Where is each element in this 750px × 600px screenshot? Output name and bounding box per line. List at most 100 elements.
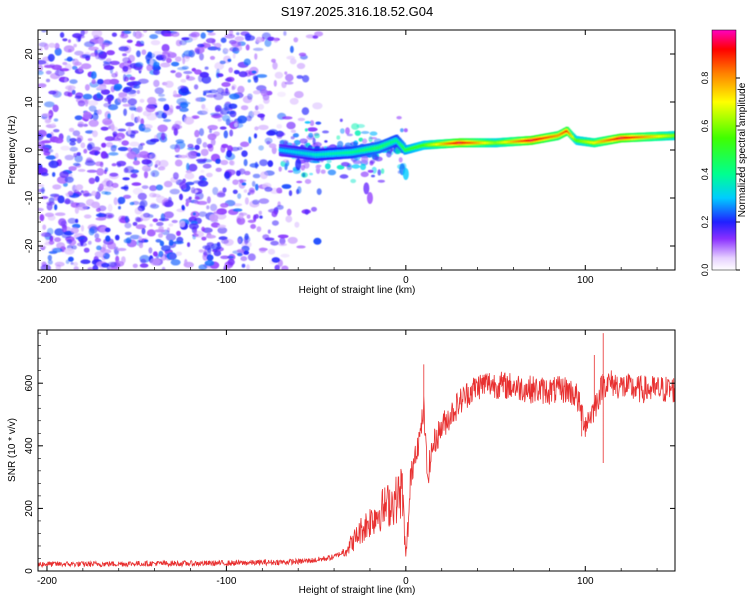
spectrogram-noise-blob bbox=[44, 101, 55, 108]
spectrogram-noise-blob bbox=[80, 190, 84, 194]
spectrogram-x-tick-label: -200 bbox=[37, 275, 57, 286]
spectrogram-noise-blob bbox=[247, 219, 256, 223]
spectrogram-noise-blob bbox=[273, 80, 277, 87]
spectrogram-noise-blob bbox=[196, 158, 207, 162]
spectrogram-noise-blob bbox=[258, 124, 269, 131]
spectrogram-noise-blob bbox=[43, 43, 49, 51]
spectrogram-noise-blob bbox=[150, 138, 160, 143]
spectrogram-band-core bbox=[415, 145, 419, 149]
spectrogram-noise-blob bbox=[41, 30, 47, 33]
spectrogram-noise-blob bbox=[134, 153, 145, 158]
spectrogram-band-core bbox=[349, 151, 352, 154]
spectrogram-noise-blob bbox=[45, 78, 51, 83]
snr-x-tick-label: 100 bbox=[577, 576, 594, 587]
spectrogram-noise-blob bbox=[163, 180, 173, 188]
spectrogram-noise-blob bbox=[109, 60, 120, 66]
spectrogram-noise-blob bbox=[204, 66, 209, 70]
spectrogram-noise-blob bbox=[192, 212, 196, 216]
spectrogram-noise-blob bbox=[175, 251, 182, 256]
spectrogram-noise-blob bbox=[206, 196, 211, 204]
spectrogram-noise-blob bbox=[72, 130, 81, 137]
spectrogram-noise-blob bbox=[228, 103, 238, 109]
spectrogram-band-core bbox=[336, 151, 340, 155]
spectrogram-noise-blob bbox=[233, 70, 240, 75]
spectrogram-band-core bbox=[398, 141, 401, 145]
spectrogram-band-core bbox=[295, 150, 298, 154]
spectrogram-noise-blob bbox=[130, 234, 141, 240]
spectrogram-noise-blob bbox=[268, 143, 277, 149]
spectrogram-noise-blob bbox=[83, 193, 94, 197]
spectrogram-band-core bbox=[501, 141, 504, 144]
spectrogram-noise-blob bbox=[250, 224, 256, 229]
spectrogram-band-core bbox=[648, 135, 651, 138]
spectrogram-noise-blob bbox=[187, 143, 194, 149]
spectrogram-noise-blob bbox=[129, 76, 136, 81]
spectrogram-noise-blob bbox=[101, 142, 107, 148]
spectrogram-noise-blob bbox=[54, 69, 65, 77]
spectrogram-noise-blob bbox=[84, 41, 95, 48]
spectrogram-noise-blob bbox=[194, 129, 200, 138]
spectrogram-band-core bbox=[299, 151, 302, 155]
spectrogram-noise-blob bbox=[54, 212, 66, 216]
spectrogram-noise-blob bbox=[73, 43, 77, 48]
spectrogram-noise-blob bbox=[71, 65, 78, 70]
spectrogram-noise-blob bbox=[118, 46, 129, 52]
spectrogram-noise-blob bbox=[65, 259, 70, 264]
spectrogram-noise-blob bbox=[222, 187, 227, 193]
spectrogram-noise-blob bbox=[219, 126, 227, 130]
spectrogram-band-core bbox=[300, 151, 303, 155]
spectrogram-noise-blob bbox=[240, 256, 248, 262]
spectrogram-noise-blob bbox=[157, 124, 168, 133]
spectrogram-noise-blob bbox=[313, 237, 322, 245]
spectrogram-noise-blob bbox=[88, 46, 99, 51]
spectrogram-band-core bbox=[551, 135, 554, 138]
spectrogram-band-core bbox=[505, 141, 508, 144]
spectrogram-noise-blob bbox=[304, 209, 309, 215]
spectrogram-noise-blob bbox=[70, 261, 74, 265]
spectrogram-band-core bbox=[439, 142, 443, 146]
spectrogram-noise-blob bbox=[274, 71, 284, 79]
spectrogram-band-core bbox=[534, 138, 537, 141]
spectrogram-band-core bbox=[382, 144, 385, 148]
spectrogram-noise-blob bbox=[94, 175, 100, 183]
spectrogram-noise-blob bbox=[196, 200, 208, 205]
spectrogram-noise-blob bbox=[171, 61, 180, 67]
spectrogram-noise-blob bbox=[113, 197, 118, 206]
spectrogram-band-core bbox=[368, 147, 371, 151]
spectrogram-y-tick-label: -20 bbox=[24, 238, 35, 253]
spectrogram-noise-blob bbox=[138, 242, 144, 249]
spectrogram-noise-blob bbox=[67, 217, 77, 224]
spectrogram-noise-blob bbox=[205, 94, 217, 98]
spectrogram-band-core bbox=[496, 141, 499, 144]
spectrogram-noise-blob bbox=[180, 85, 185, 89]
spectrogram-noise-blob bbox=[77, 168, 86, 172]
spectrogram-noise-blob bbox=[204, 260, 215, 267]
spectrogram-noise-blob bbox=[158, 93, 165, 97]
spectrogram-noise-blob bbox=[87, 138, 93, 142]
spectrogram-noise-blob bbox=[257, 103, 265, 110]
spectrogram-noise-blob bbox=[259, 215, 263, 219]
spectrogram-noise-blob bbox=[75, 218, 79, 224]
spectrogram-band-core bbox=[525, 139, 528, 142]
spectrogram-noise-blob bbox=[206, 205, 210, 210]
spectrogram-noise-blob bbox=[277, 234, 289, 239]
spectrogram-noise-blob bbox=[267, 160, 274, 168]
spectrogram-band-core bbox=[511, 140, 514, 143]
spectrogram-noise-blob bbox=[169, 188, 180, 195]
spectrogram-noise-blob bbox=[80, 225, 85, 232]
spectrogram-noise-blob bbox=[139, 98, 145, 103]
spectrogram-noise-blob bbox=[92, 264, 99, 270]
spectrogram-noise-blob bbox=[153, 251, 158, 257]
spectrogram-noise-blob bbox=[38, 207, 44, 212]
spectrogram-noise-blob bbox=[199, 71, 209, 78]
spectrogram-noise-blob bbox=[43, 64, 55, 69]
spectrogram-noise-blob bbox=[164, 80, 174, 88]
spectrogram-noise-blob bbox=[83, 148, 88, 154]
spectrogram-transition-blob bbox=[286, 142, 293, 146]
spectrogram-noise-blob bbox=[294, 91, 304, 99]
spectrogram-band-core bbox=[539, 137, 542, 140]
chart-title: S197.2025.316.18.52.G04 bbox=[281, 4, 434, 19]
spectrogram-band-core bbox=[605, 139, 608, 142]
spectrogram-band-core bbox=[628, 136, 631, 139]
spectrogram-transition-blob bbox=[320, 169, 326, 174]
